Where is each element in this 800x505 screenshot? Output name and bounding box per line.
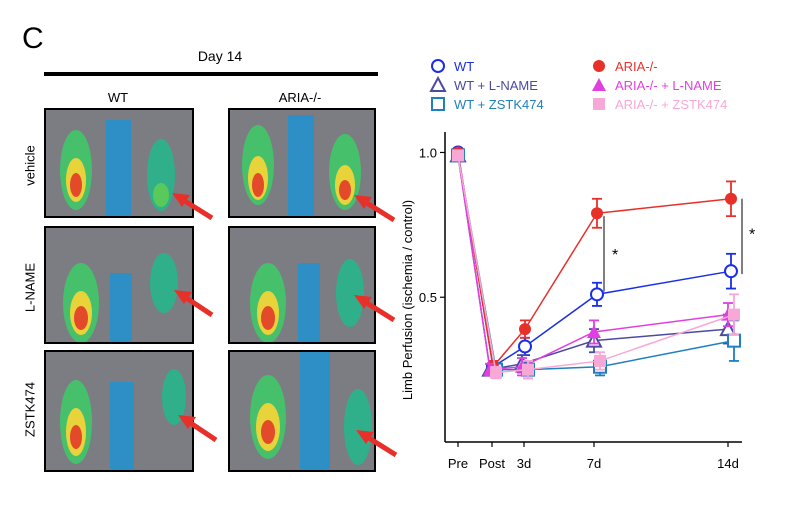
arrow-icon: [356, 430, 398, 458]
data-point: [431, 59, 445, 73]
data-point: [592, 78, 606, 91]
arrow-icon: [172, 193, 214, 221]
series-1: [449, 146, 737, 377]
day-bar: [44, 72, 378, 76]
arrow-icon: [354, 295, 396, 323]
perfusion-image-aria-lname: [228, 226, 376, 344]
legend-label: ARIA-/- + ZSTK474: [615, 97, 727, 112]
data-point: [587, 324, 601, 338]
perfusion-image-wt-zstk474: [44, 350, 194, 472]
data-point: [594, 354, 606, 367]
x-tick-label: 3d: [517, 456, 531, 471]
day-label: Day 14: [197, 48, 243, 64]
perfusion-image-aria-vehicle: [228, 108, 376, 218]
data-point: [593, 60, 605, 72]
legend-label: WT: [454, 59, 474, 74]
data-point: [727, 333, 741, 348]
x-tick-label: Pre: [448, 456, 468, 471]
panel-letter: C: [22, 22, 44, 55]
y-tick-label: 1.0: [419, 145, 437, 160]
legend-label: WT + L-NAME: [454, 78, 538, 93]
legend-label: WT + ZSTK474: [454, 97, 544, 112]
data-point: [724, 264, 738, 279]
arrow-icon: [174, 290, 214, 318]
legend-label: ARIA-/- + L-NAME: [615, 78, 722, 93]
data-point: [590, 287, 604, 302]
x-tick-label: 14d: [717, 456, 739, 471]
data-point: [593, 98, 605, 110]
legend-label: ARIA-/-: [615, 59, 658, 74]
significance-marker: *: [749, 227, 755, 244]
x-tick-label: Post: [479, 456, 505, 471]
data-point: [429, 75, 447, 92]
series-5: [452, 149, 740, 380]
data-point: [490, 366, 502, 379]
arrow-icon: [178, 415, 218, 443]
data-point: [591, 207, 603, 220]
data-point: [431, 97, 445, 111]
column-header-wt: WT: [107, 90, 129, 105]
significance-marker: *: [612, 247, 618, 264]
y-tick-label: 0.5: [419, 290, 437, 305]
column-header-aria: ARIA-/-: [278, 90, 322, 105]
arrow-icon: [354, 195, 396, 223]
data-point: [518, 339, 532, 354]
data-point: [452, 149, 464, 162]
data-point: [725, 192, 737, 205]
x-tick-label: 7d: [587, 456, 601, 471]
data-point: [519, 323, 531, 336]
data-point: [728, 308, 740, 321]
perfusion-image-wt-vehicle: [44, 108, 194, 218]
perfusion-image-aria-zstk474: [228, 350, 376, 472]
y-axis-label: Limb Perfusion (ischemia / control): [400, 200, 415, 400]
perfusion-image-wt-lname: [44, 226, 194, 344]
data-point: [522, 363, 534, 376]
